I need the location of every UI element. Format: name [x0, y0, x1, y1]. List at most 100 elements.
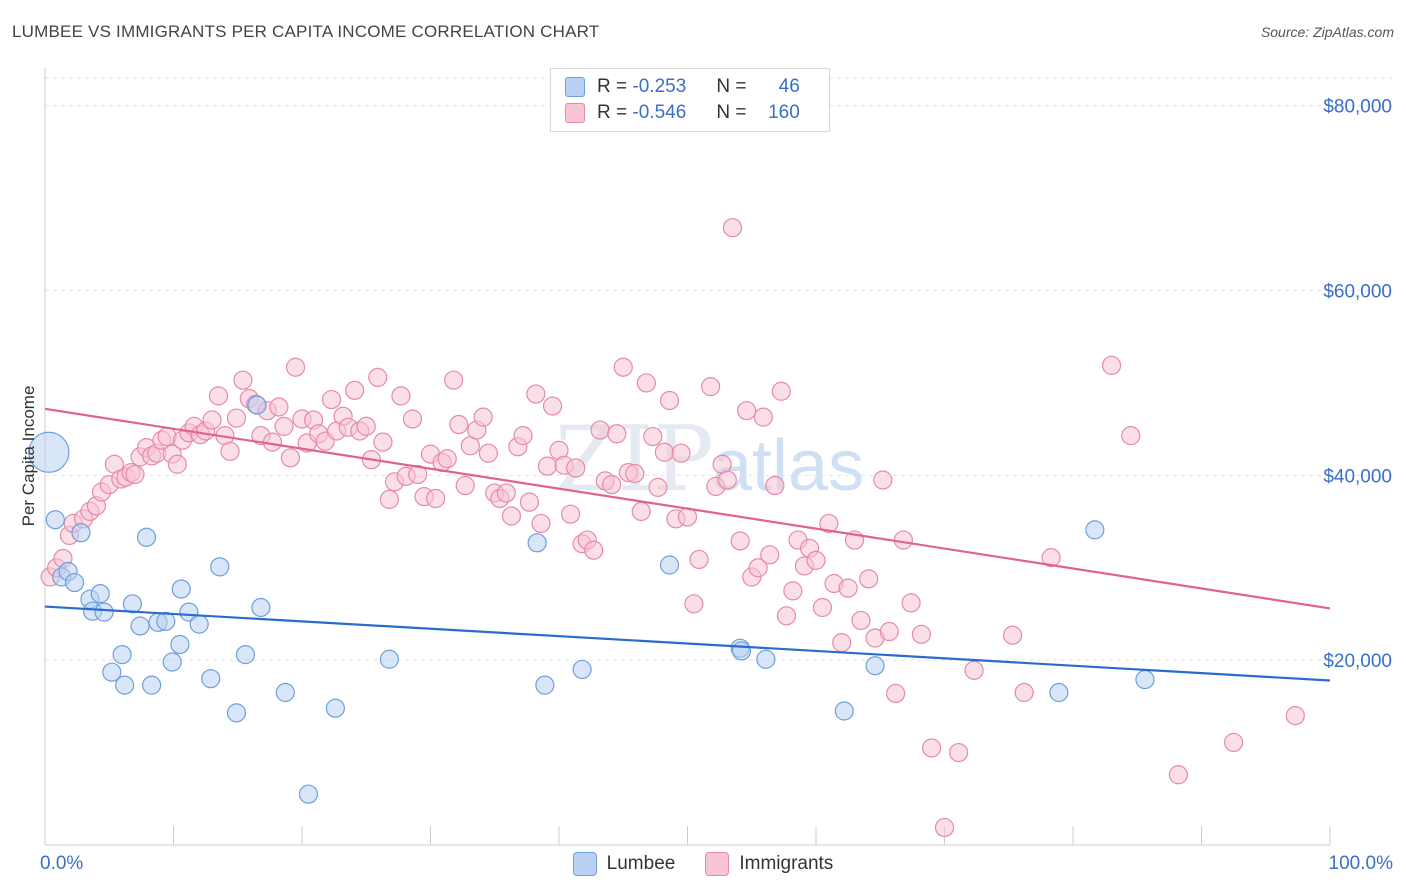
- lumbee-point: [659, 555, 680, 575]
- immigrants-point: [654, 442, 674, 462]
- y-tick-label: $20,000: [1323, 651, 1392, 672]
- immigrants-point: [911, 624, 931, 644]
- immigrants-point: [760, 545, 780, 565]
- immigrants-swatch: [705, 852, 730, 876]
- x-tick-label: 0.0%: [40, 853, 83, 874]
- immigrants-point: [613, 357, 633, 377]
- lumbee-point: [162, 652, 182, 672]
- immigrants-point: [631, 501, 651, 522]
- immigrants-point: [1014, 682, 1034, 703]
- lumbee-point: [527, 533, 547, 553]
- lumbee-point: [1085, 520, 1105, 540]
- immigrants-point: [269, 397, 289, 417]
- immigrants-point: [426, 488, 446, 509]
- immigrants-point: [513, 426, 533, 446]
- immigrants-point: [1285, 706, 1305, 726]
- immigrants-point: [819, 513, 839, 534]
- lumbee-point: [572, 659, 592, 680]
- immigrants-point: [1121, 426, 1141, 446]
- lumbee-point: [136, 527, 157, 547]
- lumbee-point: [94, 602, 114, 622]
- lumbee-point: [189, 614, 209, 634]
- lumbee-point: [756, 649, 776, 669]
- immigrants-point: [220, 441, 240, 461]
- immigrants-point: [783, 581, 803, 601]
- immigrants-points: [40, 218, 1305, 838]
- immigrants-point: [838, 578, 858, 598]
- lumbee-point: [112, 645, 132, 665]
- immigrants-point: [437, 449, 457, 469]
- immigrants-point: [765, 475, 785, 496]
- tick-labels: $20,000 $40,000 $60,000 $80,000 0.0% 100.0%: [40, 97, 1393, 874]
- legend-r-value: -0.253: [632, 76, 687, 97]
- immigrants-point: [455, 475, 475, 496]
- lumbee-point: [201, 669, 221, 689]
- immigrants-point: [1224, 732, 1244, 753]
- immigrants-point: [373, 432, 393, 452]
- legend-item-immigrants: Immigrants: [705, 852, 833, 876]
- lumbee-trend-line: [44, 605, 1331, 682]
- immigrants-point: [391, 386, 411, 406]
- y-tick-label: $40,000: [1323, 466, 1392, 487]
- immigrants-point: [233, 370, 253, 390]
- lumbee-point: [865, 656, 885, 676]
- immigrants-point: [722, 218, 743, 238]
- immigrants-point: [167, 454, 187, 474]
- lumbee-point: [45, 510, 65, 530]
- immigrants-point: [560, 504, 581, 524]
- immigrants-point: [643, 426, 663, 447]
- immigrants-point: [368, 367, 388, 388]
- immigrants-point: [832, 633, 852, 653]
- immigrants-point: [748, 558, 768, 578]
- immigrants-point: [901, 593, 921, 613]
- lumbee-point: [122, 594, 142, 614]
- immigrants-point: [636, 373, 656, 393]
- lumbee-point: [115, 675, 135, 695]
- lumbee-point: [64, 572, 85, 593]
- x-tick-label: 100.0%: [1329, 853, 1394, 874]
- immigrants-point: [689, 549, 709, 570]
- immigrants-point: [473, 407, 493, 427]
- immigrants-point: [321, 389, 342, 410]
- immigrants-point: [526, 384, 546, 404]
- immigrants-point: [1168, 765, 1188, 785]
- lumbee-point: [90, 584, 110, 604]
- lumbee-point: [142, 675, 162, 695]
- immigrants-point: [730, 531, 750, 551]
- immigrants-point: [776, 606, 797, 626]
- immigrants-point: [542, 396, 563, 416]
- immigrants-point: [671, 443, 691, 463]
- immigrants-point: [949, 742, 969, 763]
- lumbee-swatch: [572, 852, 597, 876]
- lumbee-point: [71, 523, 91, 543]
- lumbee-swatch: [565, 77, 585, 97]
- legend-n-value: 160: [768, 102, 800, 123]
- lumbee-point: [130, 616, 150, 636]
- immigrants-point: [701, 377, 721, 397]
- immigrants-point: [771, 381, 791, 401]
- legend-r-value: -0.546: [632, 102, 687, 123]
- lumbee-point: [28, 431, 70, 473]
- trend-lines: [44, 407, 1331, 682]
- immigrants-point: [274, 416, 294, 436]
- immigrants-point: [285, 357, 306, 377]
- lumbee-point: [731, 641, 752, 661]
- legend-label-immigrants: Immigrants: [739, 853, 834, 874]
- immigrants-point: [449, 414, 469, 435]
- immigrants-point: [964, 660, 984, 680]
- immigrants-point: [607, 424, 627, 444]
- immigrants-point: [208, 386, 229, 406]
- lumbee-point: [226, 703, 247, 723]
- immigrants-swatch: [565, 103, 585, 123]
- immigrants-point: [590, 420, 610, 440]
- immigrants-point: [566, 458, 586, 478]
- correlation-legend: R = -0.253 N = 46 R = -0.546 N = 160: [550, 68, 830, 132]
- immigrants-point: [519, 492, 540, 512]
- y-tick-label: $60,000: [1323, 282, 1392, 303]
- lumbee-point: [1049, 682, 1069, 703]
- immigrants-trend-line: [44, 407, 1331, 610]
- watermark-atlas: atlas: [712, 426, 864, 506]
- lumbee-point: [298, 784, 319, 804]
- immigrants-point: [501, 506, 522, 526]
- immigrants-point: [408, 464, 428, 485]
